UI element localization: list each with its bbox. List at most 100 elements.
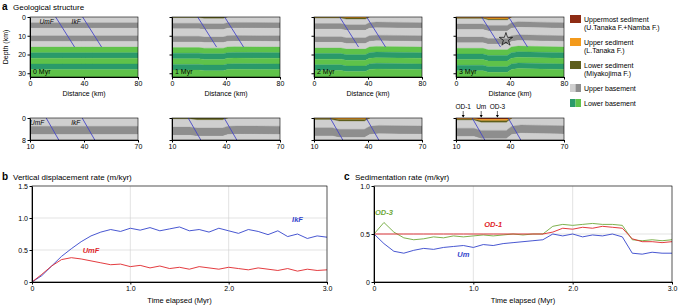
fault-line xyxy=(83,17,102,47)
tick: 1.0 xyxy=(18,215,32,222)
basement-layer xyxy=(456,133,564,140)
well-arrow xyxy=(463,111,464,117)
tick xyxy=(454,36,457,37)
tick: 40 xyxy=(81,140,89,150)
tick-mark xyxy=(454,36,457,37)
fault-line xyxy=(366,118,391,140)
panel-frame xyxy=(30,17,138,77)
tick: 0 xyxy=(29,77,33,87)
tick xyxy=(454,17,457,18)
fault-line xyxy=(482,17,501,47)
tick: 0 xyxy=(24,279,32,286)
grid-line xyxy=(32,250,327,251)
tick: 2.0 xyxy=(224,282,234,292)
tick-mark xyxy=(28,140,31,141)
fault-line xyxy=(330,118,355,140)
plot-area xyxy=(172,118,280,140)
sediment-layer xyxy=(314,17,369,19)
basement-layer xyxy=(456,69,564,77)
tick-mark xyxy=(170,36,173,37)
tick-label: 40 xyxy=(507,143,515,150)
legend-swatch xyxy=(570,15,581,23)
tick: 10 xyxy=(27,140,35,150)
y-axis xyxy=(454,119,457,141)
axis-line xyxy=(30,18,31,78)
x-axis: 10 40 70 xyxy=(453,140,569,150)
tick: 70 xyxy=(561,140,569,150)
x-axis: 01.02.03.0 xyxy=(373,282,678,292)
tick-mark xyxy=(28,36,31,37)
tick xyxy=(312,17,315,18)
tick: 1.0 xyxy=(469,282,479,292)
tick: 3.0 xyxy=(323,282,333,292)
tick: 0 xyxy=(22,14,30,21)
y-axis xyxy=(312,18,315,78)
tick-label: 0 xyxy=(171,80,175,87)
tick xyxy=(454,140,457,141)
x-axis-title: Distance (km) xyxy=(204,90,247,98)
legend-label: (U.Tanaka F.+Namba F.) xyxy=(584,24,660,32)
tick: 80 xyxy=(561,77,569,87)
grid-line xyxy=(130,186,131,282)
tick-mark xyxy=(170,73,173,74)
fault-line xyxy=(472,118,497,140)
time-label: 1 Myr xyxy=(175,68,193,76)
basement-layer xyxy=(314,69,422,77)
basement-layer xyxy=(30,53,138,59)
grid-line xyxy=(374,282,672,283)
basement-layer xyxy=(314,134,422,140)
y-axis xyxy=(170,18,173,78)
tick: 10 xyxy=(169,140,177,150)
tick-label: 40 xyxy=(223,143,231,150)
tick: 2.0 xyxy=(568,282,578,292)
tick-label: 0 xyxy=(31,285,35,292)
tick: 10 xyxy=(311,140,319,150)
tick-mark xyxy=(30,250,33,251)
tick-label: 0 xyxy=(366,279,370,286)
legend-swatch xyxy=(576,99,582,107)
tick: 0 xyxy=(455,77,459,87)
tick-label: 70 xyxy=(277,143,285,150)
tick-label: 2.0 xyxy=(568,285,578,292)
tick-mark xyxy=(28,73,31,74)
plot-area xyxy=(456,118,564,140)
fault-line xyxy=(508,118,533,140)
tick: 40 xyxy=(223,140,231,150)
time-label: 0 Myr xyxy=(33,68,51,76)
fault-label: UmF xyxy=(30,119,45,126)
tick-label: 0 xyxy=(22,115,26,122)
x-axis-title: Time elapsed (Myr) xyxy=(491,296,556,305)
well-arrowhead xyxy=(480,115,483,118)
time-label: 3 Myr xyxy=(459,68,477,76)
grid xyxy=(374,186,672,282)
basement-layer xyxy=(172,134,280,140)
legend-swatch xyxy=(576,84,582,92)
axis-line xyxy=(32,187,33,283)
axis-line xyxy=(374,187,375,283)
y-axis-title: Depth (km) xyxy=(2,30,10,65)
series-label: IkF xyxy=(292,215,303,224)
tick-label: 8 xyxy=(22,137,26,144)
tick xyxy=(312,118,315,119)
x-axis: 0 1.0 2.0 3.0 xyxy=(31,282,333,292)
tick: 80 xyxy=(135,77,143,87)
tick-label: 10 xyxy=(453,143,461,150)
series-line xyxy=(32,227,327,282)
panel-frame xyxy=(314,118,422,140)
tick-mark xyxy=(30,186,33,187)
axis-line xyxy=(456,119,457,141)
panel-title: Geological structure xyxy=(13,3,85,12)
x-axis: 04080 xyxy=(455,77,569,87)
tick: 1.0 xyxy=(126,282,136,292)
x-axis: 104070 xyxy=(311,140,427,150)
panel-letter: c xyxy=(344,171,350,182)
tick: 1.5 xyxy=(18,183,32,190)
tick: 40 xyxy=(81,77,89,87)
legend-swatch xyxy=(570,99,576,107)
star-marker xyxy=(499,33,512,46)
tick-mark xyxy=(372,234,375,235)
tick-label: 3.0 xyxy=(668,285,678,292)
tick: 30 xyxy=(18,70,30,77)
tick-mark xyxy=(170,17,173,18)
tick-label: 1.0 xyxy=(126,285,136,292)
